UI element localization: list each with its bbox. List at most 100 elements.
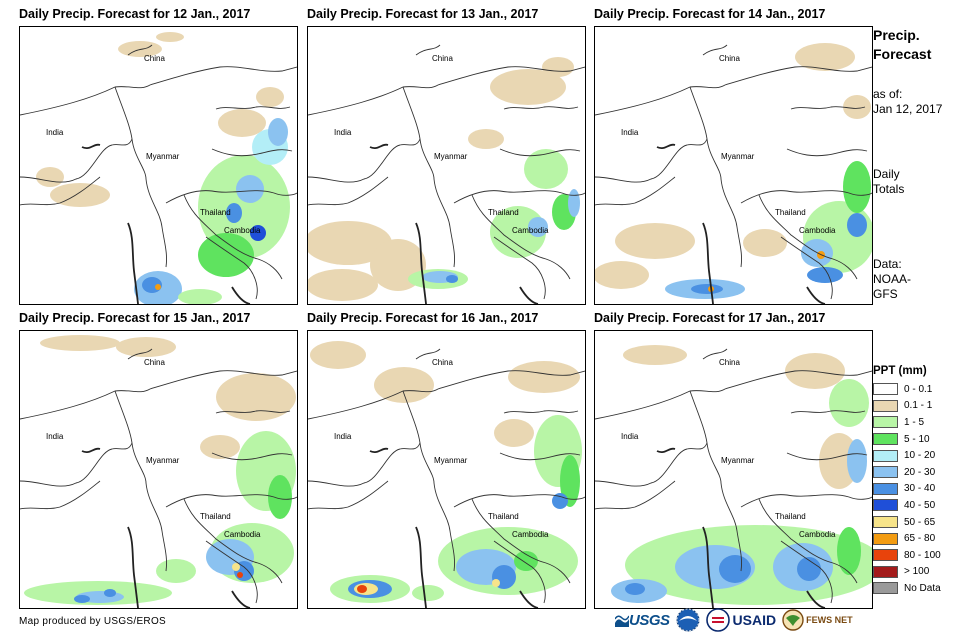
coastline — [702, 222, 714, 304]
country-border — [402, 86, 455, 268]
legend-item: 50 - 65 — [873, 514, 941, 531]
country-border — [215, 106, 291, 110]
country-border — [215, 410, 291, 414]
data-line: Data: — [873, 257, 902, 271]
data-line: GFS — [873, 287, 898, 301]
country-label-china: China — [719, 54, 740, 63]
totals-line: Daily — [873, 167, 900, 181]
country-border — [780, 540, 833, 604]
title-line: Precip. — [873, 27, 920, 43]
legend-swatch — [873, 466, 898, 479]
precip-area — [623, 345, 687, 365]
legend-swatch — [873, 399, 898, 412]
country-border — [595, 480, 676, 510]
precip-area — [226, 203, 242, 223]
country-border — [308, 138, 421, 183]
country-border — [20, 480, 101, 510]
country-border — [127, 348, 153, 360]
precip-area — [236, 175, 264, 203]
country-border — [20, 370, 297, 420]
panel-title: Daily Precip. Forecast for 12 Jan., 2017 — [19, 7, 251, 21]
fews-globe-icon — [782, 609, 804, 631]
legend-label: 0 - 0.1 — [904, 383, 933, 395]
country-border — [503, 106, 579, 110]
precip-area — [807, 267, 843, 283]
coastline — [231, 590, 251, 608]
ppt-legend: PPT (mm) 0 - 0.1 0.1 - 1 1 - 5 5 - 10 10 - 2… — [873, 365, 941, 597]
precip-area — [116, 337, 176, 357]
country-border — [758, 194, 858, 280]
country-border — [183, 194, 283, 280]
country-border — [499, 452, 581, 461]
sidebar-title: Precip. Forecast — [873, 26, 931, 64]
country-label-cambodia: Cambodia — [799, 226, 836, 235]
country-border — [415, 348, 441, 360]
usgs-text: USGS — [629, 611, 670, 629]
panel-title: Daily Precip. Forecast for 14 Jan., 2017 — [594, 7, 826, 21]
country-label-myanmar: Myanmar — [434, 152, 468, 161]
legend-swatch — [873, 383, 898, 396]
precip-area — [719, 555, 751, 583]
legend-label: No Data — [904, 582, 941, 594]
country-border — [205, 236, 258, 300]
asof-label: as of: — [873, 87, 903, 101]
legend-item: 5 - 10 — [873, 431, 941, 448]
precip-area — [216, 373, 296, 421]
country-label-india: India — [334, 432, 352, 441]
country-border — [453, 190, 585, 204]
country-border — [183, 498, 283, 584]
country-border — [415, 44, 441, 56]
precip-area — [819, 433, 859, 489]
precip-area — [232, 563, 240, 571]
precip-area — [104, 589, 116, 597]
country-border — [20, 176, 101, 206]
precip-map: China India Myanmar Thailand Cambodia — [594, 330, 873, 609]
coastline — [806, 286, 826, 304]
precip-area — [492, 579, 500, 587]
legend-label: 10 - 20 — [904, 450, 936, 462]
precip-area — [785, 353, 845, 389]
precip-map: China India Myanmar Thailand Cambodia — [307, 26, 586, 305]
noaa-logo — [676, 608, 700, 632]
legend-swatch — [873, 416, 898, 429]
map-canvas: China India Myanmar Thailand Cambodia — [308, 44, 585, 304]
sidebar-asof: as of: Jan 12, 2017 — [873, 87, 942, 117]
map-canvas: China India Myanmar Thailand Cambodia — [308, 341, 585, 608]
country-border — [20, 66, 297, 116]
precip-area — [494, 419, 534, 447]
country-border — [689, 390, 742, 572]
precip-area — [178, 289, 222, 304]
country-label-thailand: Thailand — [200, 512, 231, 521]
coastline — [519, 286, 539, 304]
precip-area — [829, 379, 869, 427]
country-label-myanmar: Myanmar — [146, 456, 180, 465]
coastline — [81, 447, 101, 453]
usaid-logo: USAID — [705, 608, 776, 632]
precip-map: China India Myanmar Thailand Cambodia — [307, 330, 586, 609]
legend-swatch — [873, 499, 898, 512]
precip-area — [250, 225, 266, 241]
precip-area — [552, 493, 568, 509]
country-border — [211, 452, 293, 461]
sidebar-totals: Daily Totals — [873, 167, 904, 197]
country-border — [114, 86, 167, 268]
usgs-logo: USGS — [615, 612, 670, 629]
precip-area — [524, 149, 568, 189]
coastline — [656, 447, 676, 453]
coastline — [231, 286, 251, 304]
country-label-india: India — [334, 128, 352, 137]
agency-logos: USGS USAID FEWS NET — [615, 606, 859, 634]
precip-area — [514, 551, 538, 571]
country-border — [702, 44, 728, 56]
panel-title: Daily Precip. Forecast for 17 Jan., 2017 — [594, 311, 826, 325]
country-label-myanmar: Myanmar — [721, 456, 755, 465]
precip-area — [560, 455, 580, 507]
country-border — [20, 442, 133, 487]
precip-area — [568, 189, 580, 217]
precip-area — [847, 213, 867, 237]
sidebar-data-source: Data: NOAA- GFS — [873, 257, 911, 302]
country-label-cambodia: Cambodia — [512, 530, 549, 539]
precip-area — [847, 439, 867, 483]
precip-area — [743, 229, 787, 257]
precip-area — [843, 161, 871, 213]
